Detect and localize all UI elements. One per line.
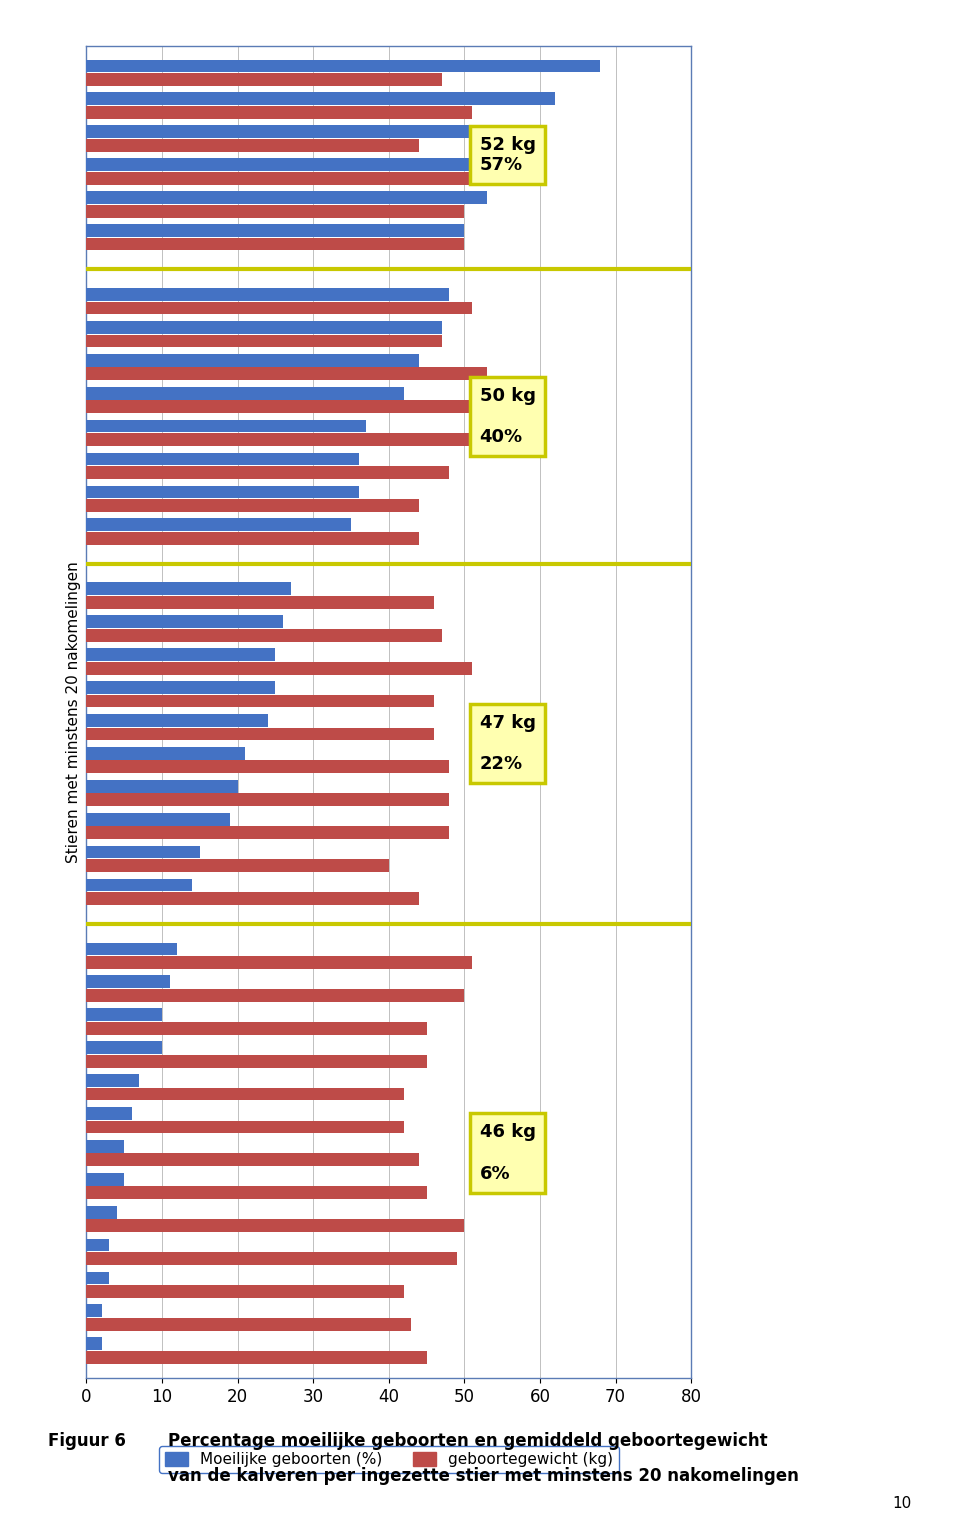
Bar	[86, 1107, 132, 1119]
Bar	[86, 1272, 109, 1284]
Text: 47 kg

22%: 47 kg 22%	[480, 714, 536, 774]
Bar	[86, 335, 442, 347]
Bar	[86, 615, 283, 627]
Bar	[86, 813, 230, 825]
Bar	[86, 1252, 457, 1266]
Bar	[86, 694, 434, 707]
Bar	[86, 714, 268, 726]
Bar	[86, 595, 434, 609]
Bar	[86, 401, 494, 413]
Bar	[86, 892, 419, 905]
Bar	[86, 238, 465, 250]
Bar	[86, 1022, 426, 1034]
Bar	[86, 1139, 124, 1153]
Bar	[86, 1317, 412, 1331]
Bar	[86, 943, 177, 955]
Bar	[86, 93, 555, 105]
Bar	[86, 500, 419, 512]
Bar	[86, 158, 494, 171]
Bar	[86, 107, 472, 119]
Bar	[86, 420, 366, 433]
Bar	[86, 1305, 102, 1317]
Bar	[86, 956, 472, 969]
Bar	[86, 1153, 419, 1167]
Bar	[86, 1121, 404, 1133]
Bar	[86, 1055, 426, 1068]
Bar	[86, 681, 276, 694]
Y-axis label: Stieren met minstens 20 nakomelingen: Stieren met minstens 20 nakomelingen	[66, 560, 81, 864]
Bar	[86, 1238, 109, 1252]
Bar	[86, 532, 419, 545]
Bar	[86, 760, 449, 774]
Bar	[86, 780, 237, 792]
Text: Figuur 6: Figuur 6	[48, 1432, 126, 1450]
Bar	[86, 367, 487, 381]
Bar	[86, 433, 480, 446]
Bar	[86, 224, 465, 238]
Bar	[86, 1206, 116, 1218]
Text: 46 kg

6%: 46 kg 6%	[480, 1124, 536, 1183]
Bar	[86, 975, 170, 988]
Bar	[86, 582, 291, 595]
Bar	[86, 302, 472, 314]
Bar	[86, 59, 601, 73]
Bar	[86, 629, 442, 641]
Bar	[86, 204, 465, 218]
Legend: Moeilijke geboorten (%), geboortegewicht (kg): Moeilijke geboorten (%), geboortegewicht…	[158, 1445, 619, 1473]
Bar	[86, 1074, 139, 1087]
Bar	[86, 1285, 404, 1298]
Bar	[86, 1173, 124, 1185]
Bar	[86, 649, 276, 661]
Bar	[86, 125, 517, 139]
Bar	[86, 661, 472, 675]
Bar	[86, 728, 434, 740]
Bar	[86, 1087, 404, 1101]
Bar	[86, 845, 200, 859]
Bar	[86, 387, 404, 399]
Bar	[86, 192, 487, 204]
Bar	[86, 73, 442, 85]
Bar	[86, 746, 245, 760]
Text: Percentage moeilijke geboorten en gemiddeld geboortegewicht: Percentage moeilijke geboorten en gemidd…	[168, 1432, 768, 1450]
Bar	[86, 353, 419, 367]
Bar	[86, 1008, 162, 1020]
Bar	[86, 859, 389, 873]
Bar	[86, 518, 351, 532]
Bar	[86, 988, 465, 1002]
Text: 10: 10	[893, 1496, 912, 1511]
Bar	[86, 466, 449, 478]
Bar	[86, 139, 419, 152]
Text: 52 kg
57%: 52 kg 57%	[480, 136, 536, 175]
Bar	[86, 1220, 465, 1232]
Text: van de kalveren per ingezette stier met minstens 20 nakomelingen: van de kalveren per ingezette stier met …	[168, 1467, 799, 1485]
Bar	[86, 288, 449, 302]
Text: 50 kg

40%: 50 kg 40%	[480, 387, 536, 446]
Bar	[86, 1351, 426, 1363]
Bar	[86, 452, 358, 466]
Bar	[86, 827, 449, 839]
Bar	[86, 1042, 162, 1054]
Bar	[86, 879, 192, 891]
Bar	[86, 1337, 102, 1351]
Bar	[86, 486, 358, 498]
Bar	[86, 1186, 426, 1199]
Bar	[86, 793, 449, 806]
Bar	[86, 172, 472, 184]
Bar	[86, 321, 442, 334]
